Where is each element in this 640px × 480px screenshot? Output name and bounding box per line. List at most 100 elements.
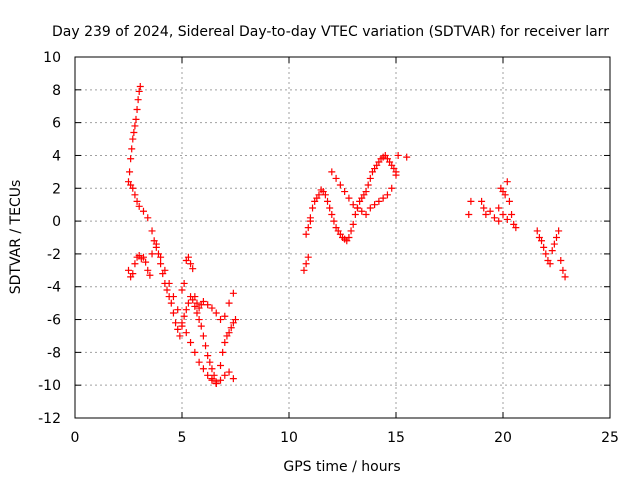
data-point bbox=[178, 322, 186, 330]
data-point bbox=[490, 214, 498, 222]
y-tick-label: 10 bbox=[43, 50, 61, 66]
data-point bbox=[131, 260, 139, 268]
data-point bbox=[232, 316, 239, 324]
data-point bbox=[403, 153, 411, 161]
data-point bbox=[197, 322, 205, 330]
data-point bbox=[169, 309, 177, 317]
data-point bbox=[503, 178, 511, 186]
data-point bbox=[358, 207, 366, 215]
data-point bbox=[217, 361, 225, 369]
data-point bbox=[129, 184, 137, 192]
data-point bbox=[131, 122, 139, 130]
chart-title: Day 239 of 2024, Sidereal Day-to-day VTE… bbox=[52, 24, 609, 40]
data-point bbox=[366, 174, 374, 182]
data-point bbox=[195, 358, 203, 366]
data-point bbox=[154, 250, 162, 258]
series-late-branches bbox=[178, 253, 239, 388]
data-point bbox=[136, 83, 144, 91]
data-point bbox=[193, 299, 201, 307]
data-point bbox=[499, 211, 507, 219]
data-point bbox=[501, 191, 509, 199]
data-point bbox=[328, 211, 336, 219]
data-point bbox=[133, 106, 141, 114]
data-point bbox=[324, 197, 332, 205]
data-point bbox=[345, 234, 353, 241]
data-point bbox=[221, 339, 229, 347]
data-point bbox=[559, 266, 567, 274]
x-tick-label: 5 bbox=[178, 430, 187, 446]
data-point bbox=[546, 260, 554, 268]
data-point bbox=[467, 197, 475, 205]
data-point bbox=[349, 220, 357, 228]
data-point bbox=[221, 312, 229, 320]
data-point bbox=[193, 309, 201, 317]
data-point bbox=[189, 265, 197, 273]
data-point bbox=[191, 293, 199, 301]
data-point bbox=[167, 299, 175, 307]
data-point bbox=[351, 211, 359, 219]
data-point bbox=[219, 348, 227, 356]
y-tick-label: 0 bbox=[52, 214, 61, 230]
data-point bbox=[332, 174, 340, 182]
data-point bbox=[375, 197, 383, 205]
y-tick-label: -6 bbox=[47, 313, 61, 329]
data-point bbox=[542, 250, 550, 258]
data-point bbox=[495, 204, 503, 212]
data-point bbox=[131, 191, 139, 199]
axis-ticks bbox=[74, 56, 611, 419]
data-point bbox=[505, 197, 513, 205]
x-tick-label: 10 bbox=[280, 430, 298, 446]
data-point bbox=[362, 211, 370, 219]
data-point bbox=[362, 188, 370, 196]
y-tick-label: -2 bbox=[47, 247, 61, 263]
data-point bbox=[180, 312, 188, 320]
x-tick-label: 0 bbox=[71, 430, 80, 446]
data-point bbox=[304, 224, 312, 232]
data-point bbox=[204, 301, 212, 309]
data-point bbox=[208, 365, 216, 373]
data-point bbox=[199, 332, 207, 340]
data-point bbox=[512, 224, 520, 232]
data-point bbox=[163, 286, 171, 294]
data-point bbox=[538, 237, 546, 245]
data-point bbox=[125, 266, 132, 274]
data-point bbox=[184, 253, 192, 261]
data-point bbox=[152, 243, 160, 251]
y-tick-label: -4 bbox=[47, 280, 61, 296]
series-lower-early-track bbox=[125, 237, 220, 386]
y-tick-label: 4 bbox=[52, 148, 61, 164]
data-point bbox=[212, 380, 220, 388]
data-point bbox=[174, 325, 182, 333]
data-point bbox=[364, 181, 372, 189]
data-point bbox=[174, 306, 182, 314]
data-point bbox=[379, 194, 387, 202]
data-point bbox=[482, 211, 490, 219]
y-tick-label: -10 bbox=[38, 378, 61, 394]
data-point bbox=[533, 227, 541, 235]
data-point bbox=[371, 201, 379, 209]
data-point bbox=[133, 197, 141, 205]
data-point bbox=[212, 309, 220, 317]
data-point bbox=[465, 211, 473, 219]
data-point bbox=[144, 266, 152, 274]
series-afternoon-track bbox=[300, 151, 411, 274]
data-point bbox=[495, 217, 503, 225]
data-point bbox=[199, 365, 207, 373]
data-point bbox=[127, 155, 135, 163]
data-point bbox=[157, 260, 165, 268]
data-point bbox=[553, 234, 560, 241]
data-point bbox=[550, 240, 558, 248]
data-point bbox=[555, 227, 563, 235]
data-point bbox=[135, 87, 143, 95]
data-point bbox=[321, 191, 329, 199]
data-point bbox=[330, 217, 338, 225]
grid-lines bbox=[75, 57, 610, 418]
x-tick-label: 25 bbox=[601, 430, 619, 446]
data-point bbox=[326, 204, 334, 212]
data-point bbox=[126, 168, 134, 176]
data-point bbox=[146, 271, 154, 279]
data-point bbox=[208, 375, 216, 383]
data-point bbox=[304, 253, 312, 261]
data-point bbox=[508, 211, 516, 219]
